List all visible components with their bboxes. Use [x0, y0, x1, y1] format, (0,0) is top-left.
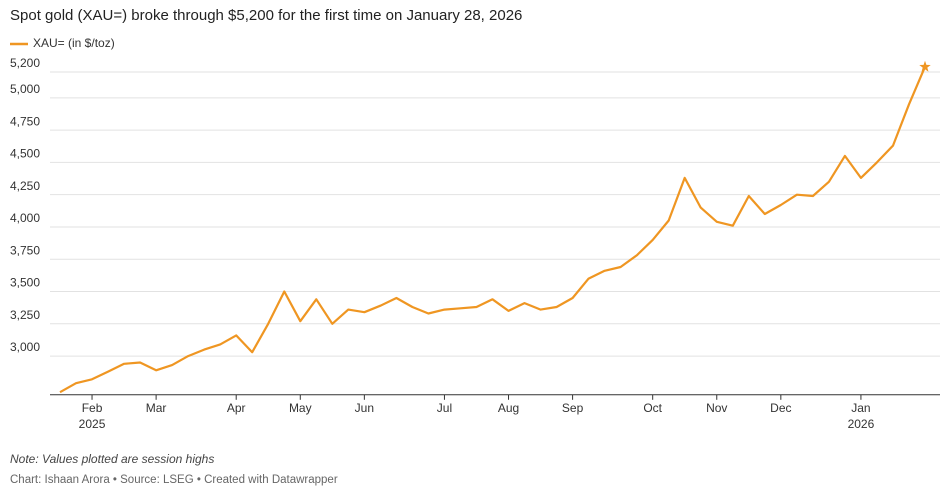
x-tick-label: May [289, 401, 312, 415]
legend-label: XAU= (in $/toz) [33, 36, 115, 50]
y-tick-label: 4,750 [10, 114, 40, 128]
y-tick-label: 3,000 [10, 340, 40, 354]
y-tick-label: 5,200 [10, 56, 40, 70]
x-tick-label: Mar [146, 401, 167, 415]
credit: Chart: Ishaan Arora • Source: LSEG • Cre… [10, 474, 338, 486]
y-tick-label: 3,500 [10, 276, 40, 290]
y-tick-label: 5,000 [10, 82, 40, 96]
y-tick-label: 3,250 [10, 308, 40, 322]
x-tick-label: Jun [355, 401, 374, 415]
x-tick-label: Oct [643, 401, 662, 415]
line-series [59, 66, 927, 394]
end-marker [919, 60, 931, 72]
x-tick-label: Jul [437, 401, 452, 415]
y-tick-label: 3,750 [10, 243, 40, 257]
x-tick-label: Nov [706, 401, 727, 415]
x-tick-label: Aug [498, 401, 519, 415]
x-tick-label: Sep [562, 401, 584, 415]
x-tick-label: Jan 2026 [848, 401, 875, 431]
y-tick-label: 4,000 [10, 211, 40, 225]
y-tick-label: 4,250 [10, 179, 40, 193]
x-tick-label: Dec [770, 401, 791, 415]
chart-title: Spot gold (XAU=) broke through $5,200 fo… [10, 7, 522, 24]
note: Note: Values plotted are session highs [10, 452, 214, 466]
x-tick-label: Feb 2025 [79, 401, 106, 431]
x-tick-label: Apr [227, 401, 246, 415]
y-tick-label: 4,500 [10, 147, 40, 161]
